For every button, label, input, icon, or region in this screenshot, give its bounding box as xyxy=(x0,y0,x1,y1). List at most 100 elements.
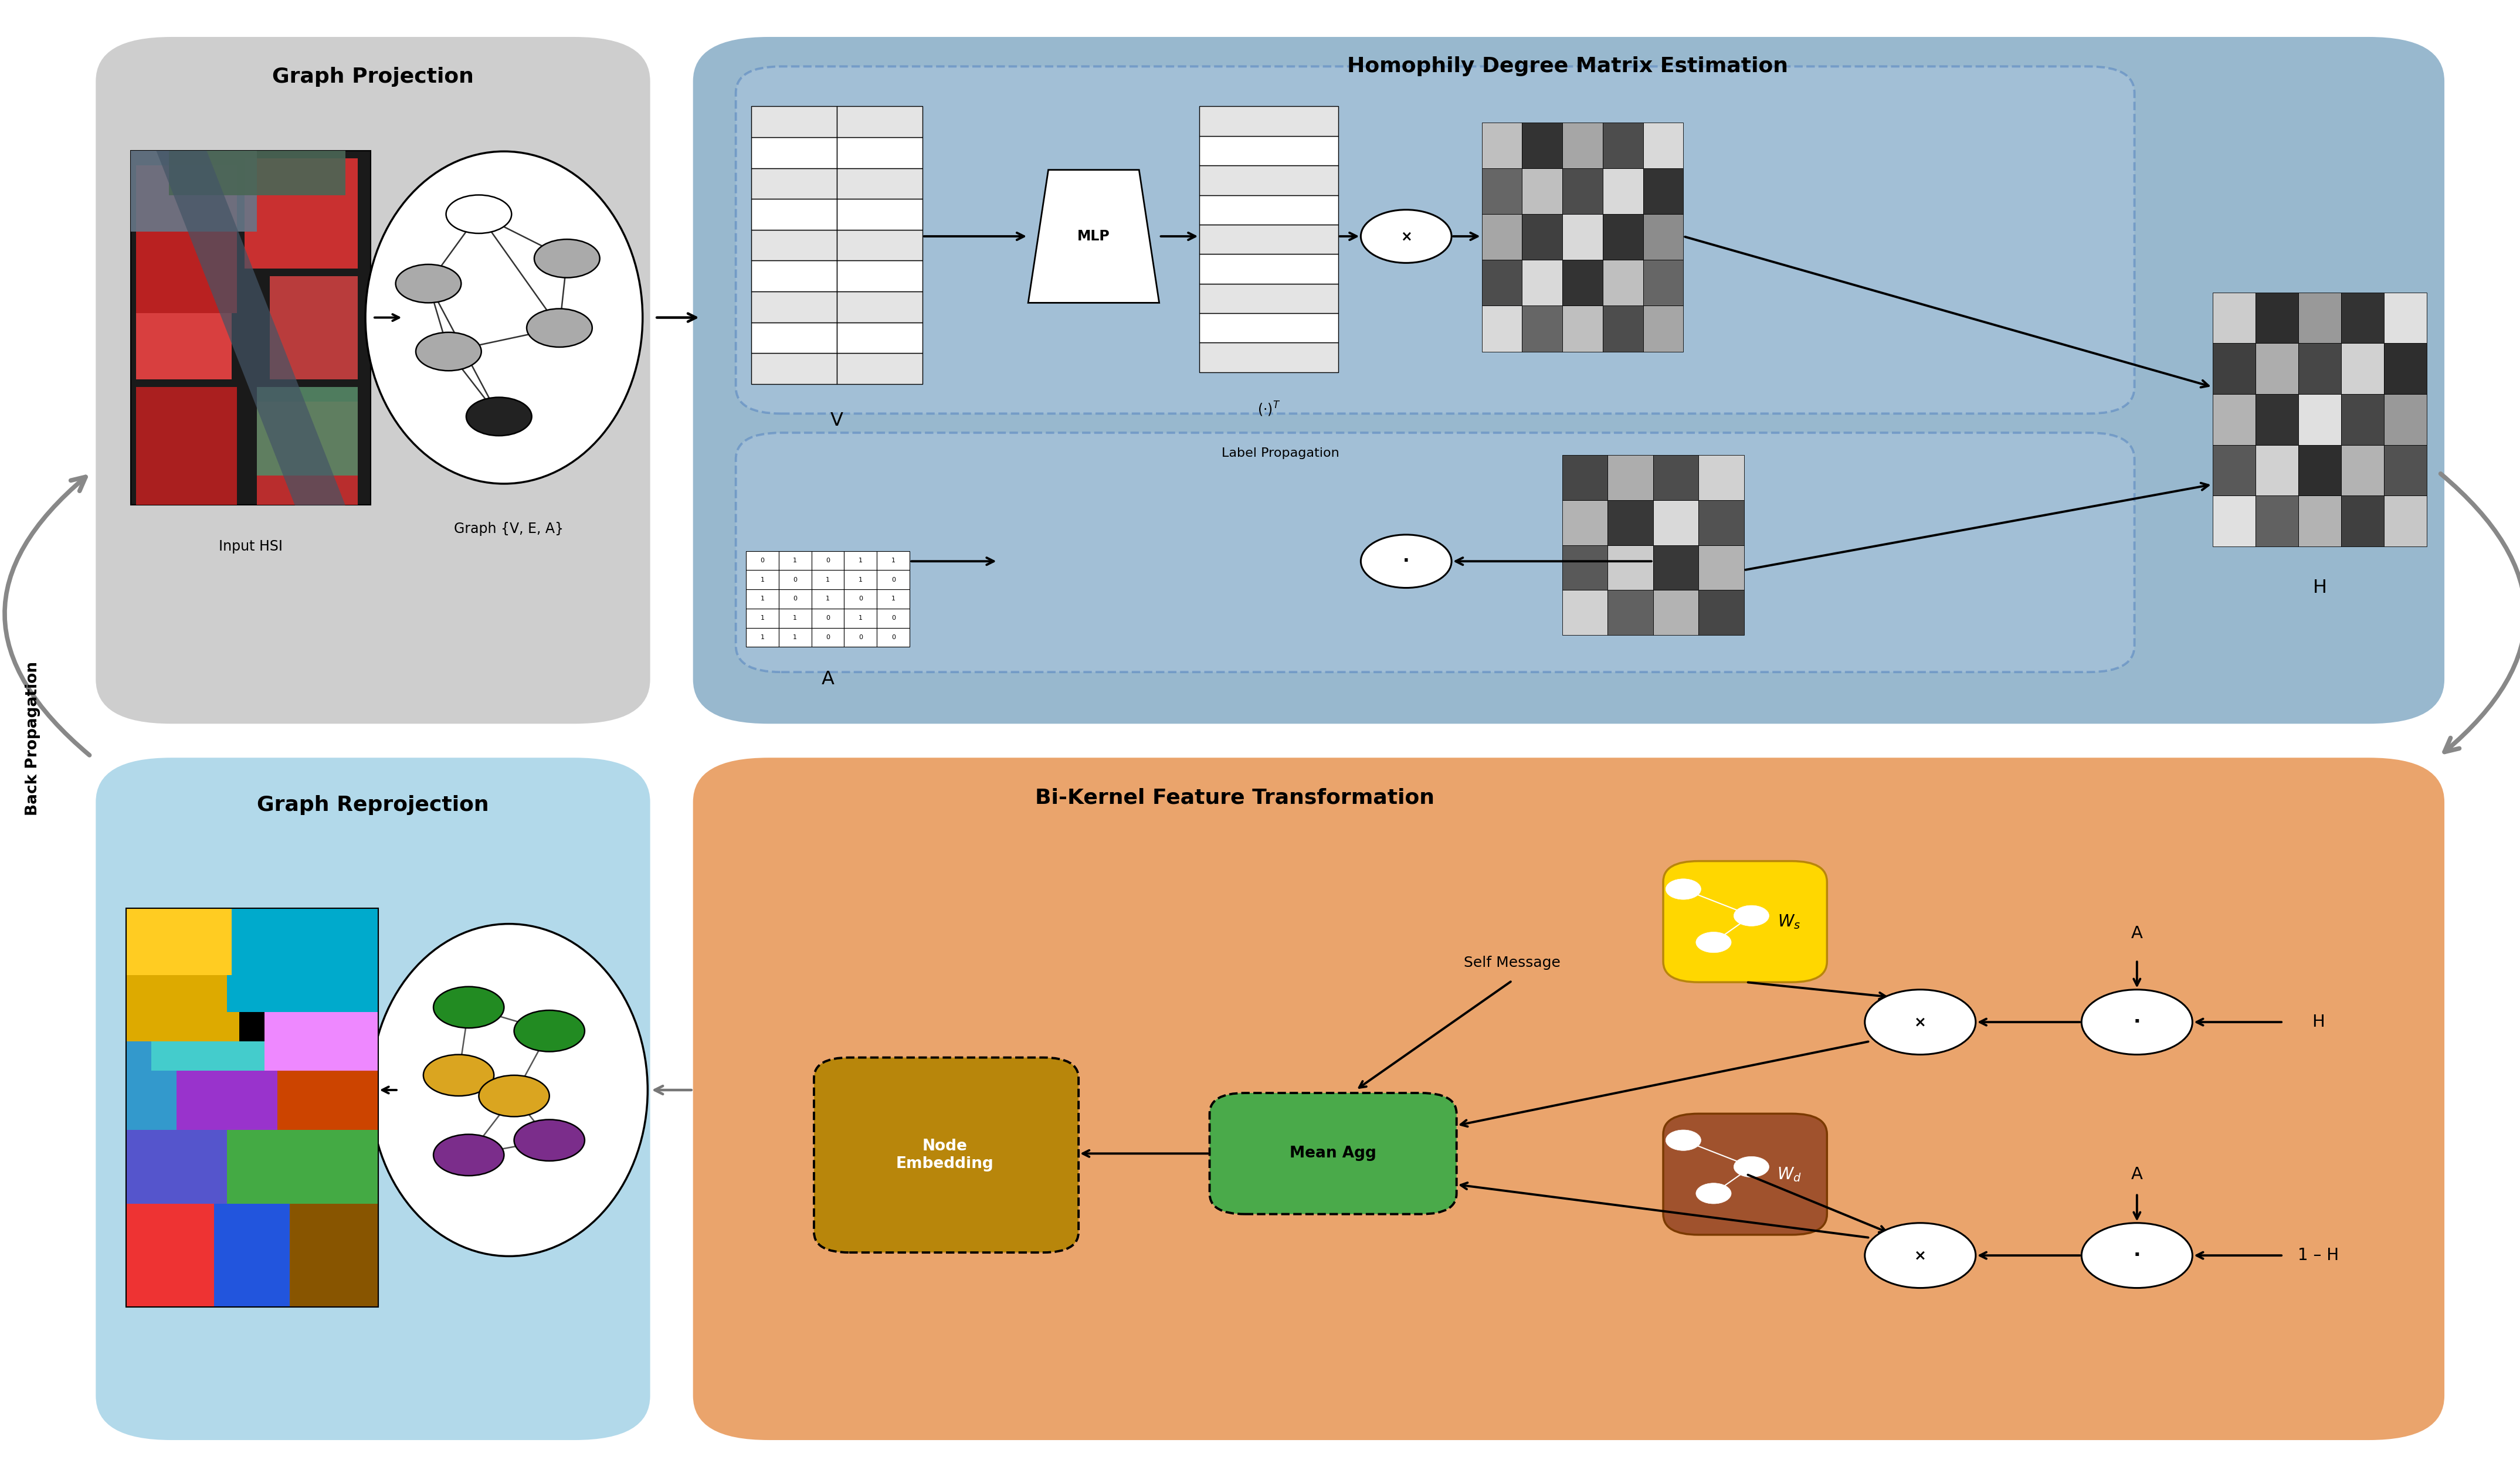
Text: H: H xyxy=(2313,579,2326,597)
Bar xyxy=(265,1012,378,1071)
Bar xyxy=(270,276,358,380)
Bar xyxy=(779,551,811,570)
Bar xyxy=(2255,445,2298,496)
Circle shape xyxy=(416,332,481,371)
Text: 1: 1 xyxy=(859,616,862,620)
Bar xyxy=(1482,214,1522,260)
Text: Back Propagation: Back Propagation xyxy=(25,662,40,815)
Circle shape xyxy=(1361,535,1452,588)
Bar xyxy=(837,291,922,322)
Text: 0: 0 xyxy=(794,597,796,601)
Bar xyxy=(1608,455,1653,501)
Text: 0: 0 xyxy=(892,635,895,640)
Text: 0: 0 xyxy=(859,597,862,601)
Bar xyxy=(126,908,239,1041)
Bar xyxy=(214,1204,290,1307)
Bar xyxy=(844,551,877,570)
Bar xyxy=(126,1204,214,1307)
Circle shape xyxy=(423,1055,494,1096)
Text: 1: 1 xyxy=(761,635,764,640)
Bar xyxy=(837,106,922,137)
Text: Node
Embedding: Node Embedding xyxy=(897,1139,993,1171)
Text: 1: 1 xyxy=(761,597,764,601)
Bar xyxy=(1643,168,1683,214)
Text: Graph {V, E, A}: Graph {V, E, A} xyxy=(454,521,564,536)
Text: Self Message: Self Message xyxy=(1464,956,1560,970)
Bar xyxy=(877,589,910,609)
Bar xyxy=(1200,254,1338,284)
Bar xyxy=(779,628,811,647)
Text: ×: × xyxy=(1401,229,1411,244)
Bar xyxy=(2341,496,2384,546)
Bar xyxy=(811,628,844,647)
Bar xyxy=(151,1041,265,1071)
Bar xyxy=(2255,496,2298,546)
Bar xyxy=(2341,292,2384,343)
Bar xyxy=(877,551,910,570)
Text: Bi-Kernel Feature Transformation: Bi-Kernel Feature Transformation xyxy=(1036,787,1434,808)
Circle shape xyxy=(1865,1223,1976,1288)
Bar xyxy=(844,609,877,628)
Bar xyxy=(779,589,811,609)
Bar xyxy=(1603,214,1643,260)
Circle shape xyxy=(479,1075,549,1117)
Bar xyxy=(837,322,922,353)
Bar xyxy=(1522,260,1562,306)
Bar xyxy=(837,230,922,260)
Text: 1: 1 xyxy=(794,635,796,640)
Bar xyxy=(1482,260,1522,306)
Bar xyxy=(2341,394,2384,445)
Text: 1: 1 xyxy=(827,578,829,582)
Text: 1: 1 xyxy=(761,616,764,620)
Bar xyxy=(1603,306,1643,352)
Bar xyxy=(169,151,345,195)
Bar xyxy=(811,551,844,570)
Bar xyxy=(2384,394,2427,445)
Circle shape xyxy=(446,195,512,233)
Bar xyxy=(1653,591,1698,635)
Circle shape xyxy=(514,1010,585,1052)
Ellipse shape xyxy=(370,925,648,1255)
Bar xyxy=(877,609,910,628)
Text: 1: 1 xyxy=(859,578,862,582)
Text: ·: · xyxy=(2134,1012,2139,1032)
Text: $W_s$: $W_s$ xyxy=(1777,913,1802,931)
Bar xyxy=(2384,496,2427,546)
Bar xyxy=(837,168,922,199)
Circle shape xyxy=(433,1134,504,1176)
Bar xyxy=(126,908,378,1307)
Bar xyxy=(1200,284,1338,313)
FancyBboxPatch shape xyxy=(1663,861,1827,982)
Bar xyxy=(2341,445,2384,496)
Bar xyxy=(1653,545,1698,591)
Bar xyxy=(1522,306,1562,352)
Text: Mean Agg: Mean Agg xyxy=(1290,1146,1376,1161)
Bar xyxy=(126,908,378,1307)
Text: ·: · xyxy=(1404,552,1409,570)
Text: MLP: MLP xyxy=(1079,229,1109,244)
Bar xyxy=(746,551,779,570)
Text: 0: 0 xyxy=(892,616,895,620)
Bar xyxy=(131,151,257,232)
Bar xyxy=(1200,195,1338,225)
Bar xyxy=(779,570,811,589)
Bar xyxy=(877,570,910,589)
Bar xyxy=(1522,214,1562,260)
Text: Homophily Degree Matrix Estimation: Homophily Degree Matrix Estimation xyxy=(1346,56,1789,77)
Bar xyxy=(2213,445,2255,496)
Bar xyxy=(751,260,837,291)
Circle shape xyxy=(1734,905,1769,926)
Bar xyxy=(1698,591,1744,635)
Bar xyxy=(257,387,358,476)
FancyBboxPatch shape xyxy=(736,433,2134,672)
Bar xyxy=(837,353,922,384)
Bar xyxy=(1482,123,1522,168)
Bar xyxy=(2255,394,2298,445)
FancyBboxPatch shape xyxy=(736,66,2134,414)
Bar xyxy=(176,1041,315,1130)
Circle shape xyxy=(1696,932,1731,953)
Polygon shape xyxy=(1028,170,1159,303)
Bar xyxy=(1522,123,1562,168)
Bar xyxy=(2255,343,2298,394)
FancyBboxPatch shape xyxy=(96,37,650,724)
